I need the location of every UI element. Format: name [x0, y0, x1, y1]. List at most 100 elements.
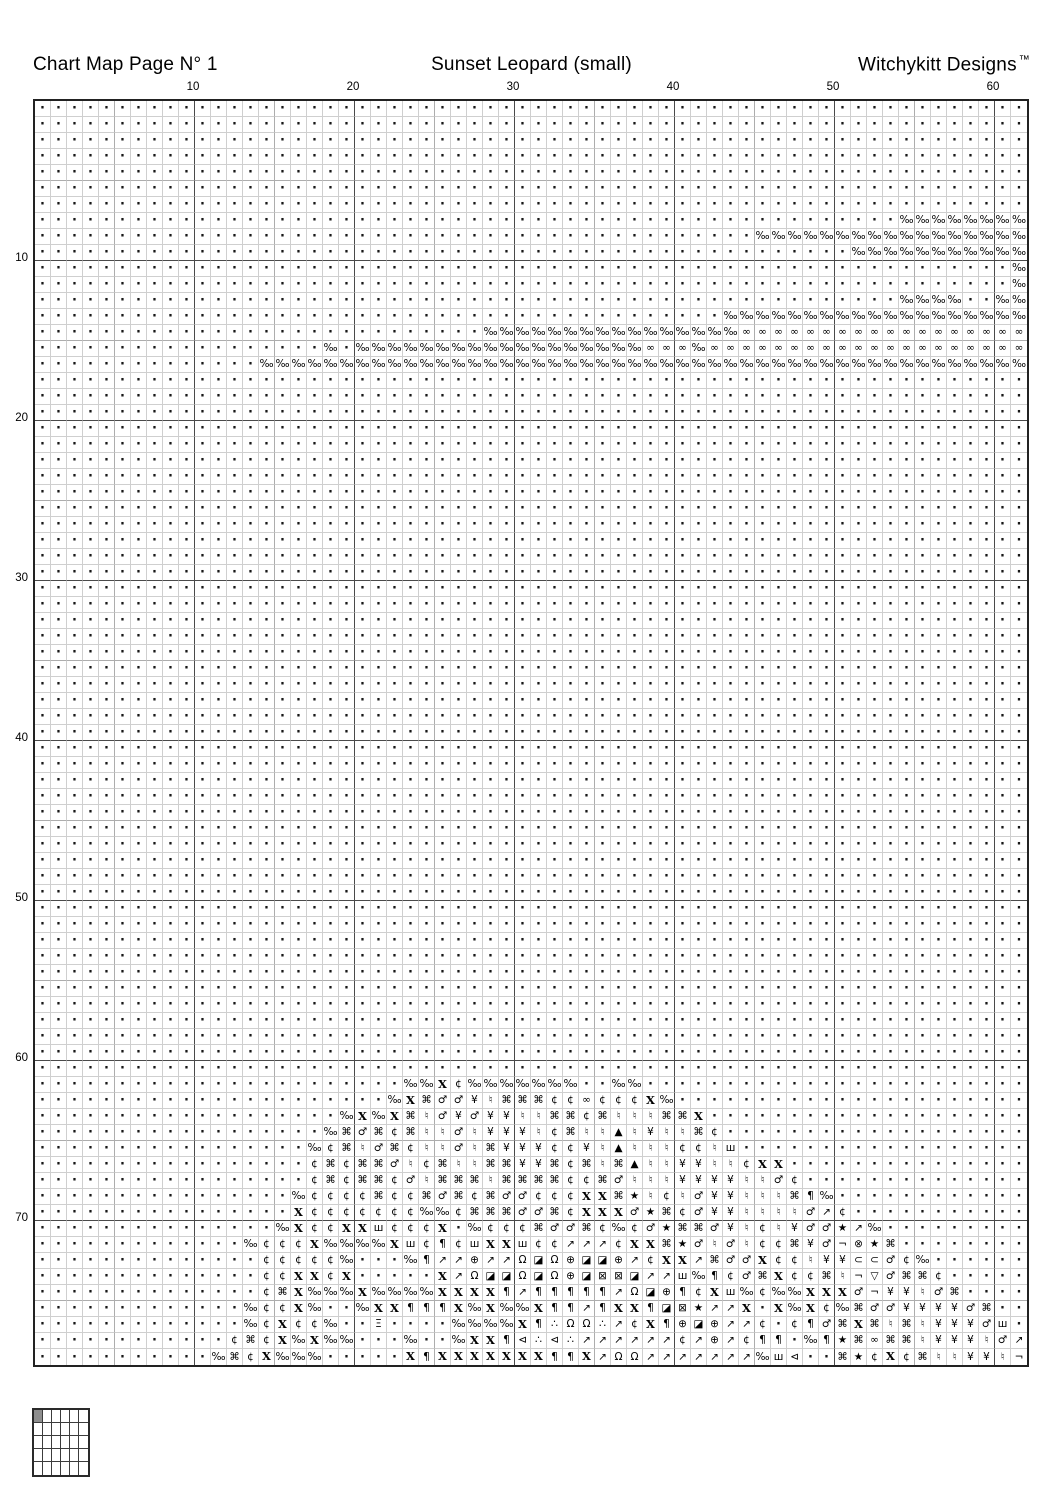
- symbol-stitch-cell: ♂: [883, 1301, 899, 1317]
- background-stitch-cell: ·: [611, 245, 627, 261]
- symbol-stitch-cell: ‰: [467, 1317, 483, 1333]
- background-stitch-cell: ·: [323, 1013, 339, 1029]
- background-stitch-cell: ·: [259, 293, 275, 309]
- background-stitch-cell: ·: [211, 165, 227, 181]
- background-stitch-cell: ·: [675, 1013, 691, 1029]
- background-stitch-cell: ·: [547, 709, 563, 725]
- symbol-stitch-cell: ◪: [627, 1269, 643, 1285]
- symbol-stitch-cell: ¢: [451, 1077, 467, 1093]
- background-stitch-cell: ·: [883, 1093, 899, 1109]
- background-stitch-cell: ·: [771, 213, 787, 229]
- background-stitch-cell: ·: [995, 1013, 1011, 1029]
- background-stitch-cell: ·: [771, 165, 787, 181]
- background-stitch-cell: ·: [307, 693, 323, 709]
- background-stitch-cell: ·: [51, 405, 67, 421]
- background-stitch-cell: ·: [579, 245, 595, 261]
- background-stitch-cell: ·: [915, 197, 931, 213]
- background-stitch-cell: ·: [963, 613, 979, 629]
- background-stitch-cell: ·: [35, 1109, 51, 1125]
- background-stitch-cell: ·: [147, 485, 163, 501]
- background-stitch-cell: ·: [595, 213, 611, 229]
- background-stitch-cell: ·: [435, 469, 451, 485]
- background-stitch-cell: ·: [1011, 997, 1027, 1013]
- symbol-stitch-cell: ‰: [995, 245, 1011, 261]
- background-stitch-cell: ·: [355, 725, 371, 741]
- background-stitch-cell: ·: [163, 1013, 179, 1029]
- background-stitch-cell: ·: [435, 597, 451, 613]
- background-stitch-cell: ·: [291, 293, 307, 309]
- symbol-stitch-cell: ‰: [995, 293, 1011, 309]
- background-stitch-cell: ·: [339, 1349, 355, 1365]
- background-stitch-cell: ·: [211, 1125, 227, 1141]
- background-stitch-cell: ·: [771, 1125, 787, 1141]
- symbol-stitch-cell: ‰: [627, 325, 643, 341]
- background-stitch-cell: ·: [83, 245, 99, 261]
- symbol-stitch-cell: ‰: [531, 357, 547, 373]
- background-stitch-cell: ·: [867, 933, 883, 949]
- background-stitch-cell: ·: [131, 613, 147, 629]
- background-stitch-cell: ·: [163, 181, 179, 197]
- background-stitch-cell: ·: [67, 725, 83, 741]
- background-stitch-cell: ·: [899, 517, 915, 533]
- background-stitch-cell: ·: [387, 405, 403, 421]
- symbol-stitch-cell: ♮: [643, 1109, 659, 1125]
- symbol-stitch-cell: ‰: [947, 357, 963, 373]
- symbol-stitch-cell: ⌘: [467, 1205, 483, 1221]
- symbol-stitch-cell: X: [595, 1205, 611, 1221]
- background-stitch-cell: ·: [963, 421, 979, 437]
- background-stitch-cell: ·: [467, 805, 483, 821]
- background-stitch-cell: ·: [467, 981, 483, 997]
- background-stitch-cell: ·: [51, 757, 67, 773]
- symbol-stitch-cell: ∞: [979, 325, 995, 341]
- symbol-stitch-cell: ¶: [563, 1301, 579, 1317]
- background-stitch-cell: ·: [963, 1253, 979, 1269]
- background-stitch-cell: ·: [51, 901, 67, 917]
- background-stitch-cell: ·: [307, 117, 323, 133]
- background-stitch-cell: ·: [67, 341, 83, 357]
- symbol-stitch-cell: ‰: [867, 309, 883, 325]
- background-stitch-cell: ·: [819, 245, 835, 261]
- background-stitch-cell: ·: [931, 1237, 947, 1253]
- background-stitch-cell: ·: [963, 405, 979, 421]
- background-stitch-cell: ·: [915, 101, 931, 117]
- symbol-stitch-cell: ‰: [1011, 213, 1027, 229]
- background-stitch-cell: ·: [851, 533, 867, 549]
- background-stitch-cell: ·: [531, 981, 547, 997]
- background-stitch-cell: ·: [547, 853, 563, 869]
- background-stitch-cell: ·: [451, 1029, 467, 1045]
- background-stitch-cell: ·: [771, 1013, 787, 1029]
- page-map-cell: [34, 1462, 43, 1475]
- background-stitch-cell: ·: [483, 629, 499, 645]
- background-stitch-cell: ·: [771, 1077, 787, 1093]
- background-stitch-cell: ·: [531, 469, 547, 485]
- background-stitch-cell: ·: [931, 165, 947, 181]
- symbol-stitch-cell: X: [355, 1109, 371, 1125]
- background-stitch-cell: ·: [467, 581, 483, 597]
- background-stitch-cell: ·: [147, 1269, 163, 1285]
- background-stitch-cell: ·: [83, 1125, 99, 1141]
- background-stitch-cell: ·: [867, 693, 883, 709]
- background-stitch-cell: ·: [1011, 1189, 1027, 1205]
- symbol-stitch-cell: X: [771, 1301, 787, 1317]
- background-stitch-cell: ·: [483, 613, 499, 629]
- background-stitch-cell: ·: [323, 389, 339, 405]
- background-stitch-cell: ·: [803, 1125, 819, 1141]
- background-stitch-cell: ·: [99, 309, 115, 325]
- background-stitch-cell: ·: [355, 965, 371, 981]
- background-stitch-cell: ·: [659, 165, 675, 181]
- background-stitch-cell: ·: [867, 981, 883, 997]
- background-stitch-cell: ·: [531, 373, 547, 389]
- background-stitch-cell: ·: [467, 197, 483, 213]
- symbol-stitch-cell: ⌘: [547, 1109, 563, 1125]
- background-stitch-cell: ·: [403, 805, 419, 821]
- symbol-stitch-cell: X: [291, 1205, 307, 1221]
- background-stitch-cell: ·: [835, 1093, 851, 1109]
- background-stitch-cell: ·: [259, 725, 275, 741]
- background-stitch-cell: ·: [403, 613, 419, 629]
- background-stitch-cell: ·: [163, 1141, 179, 1157]
- background-stitch-cell: ·: [243, 1109, 259, 1125]
- background-stitch-cell: ·: [131, 437, 147, 453]
- background-stitch-cell: ·: [787, 181, 803, 197]
- background-stitch-cell: ·: [531, 677, 547, 693]
- symbol-stitch-cell: ↗: [611, 1285, 627, 1301]
